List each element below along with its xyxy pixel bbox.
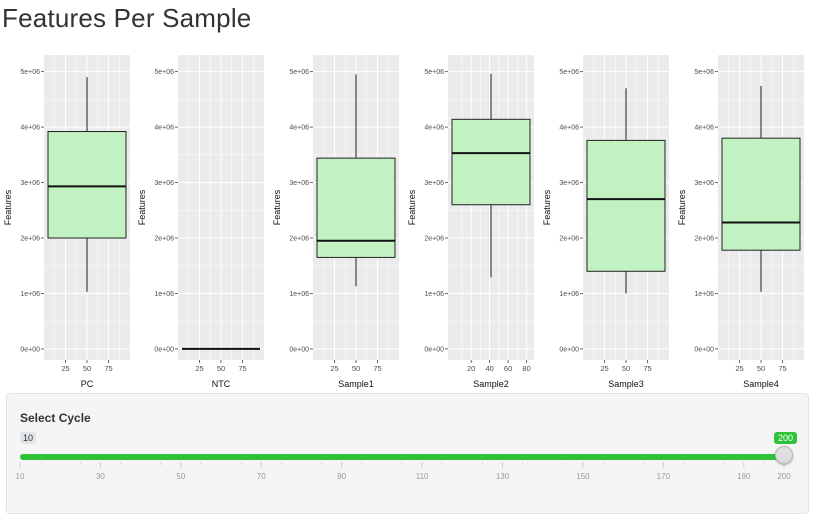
x-axis-title: PC	[81, 379, 94, 389]
x-axis-title: Sample4	[743, 379, 779, 389]
y-tick-label: 3e+06	[289, 180, 309, 187]
y-tick-label: 3e+06	[559, 180, 579, 187]
box-iqr	[451, 118, 531, 206]
x-tick-label: 50	[83, 364, 91, 373]
y-tick-label: 4e+06	[154, 125, 174, 132]
slider-grid-label: 150	[576, 472, 590, 481]
box-iqr	[47, 131, 127, 239]
boxplot-sample4: 0e+00 1e+06 2e+06 3e+06 4e+06 5e+06 25 50 75 Samp…	[677, 55, 804, 389]
y-tick-label: 3e+06	[154, 180, 174, 187]
slider-label: Select Cycle	[20, 411, 91, 425]
boxplot-sample1: 0e+00 1e+06 2e+06 3e+06 4e+06 5e+06 25 50 75 Samp…	[272, 55, 399, 389]
x-tick-label: 75	[238, 364, 246, 373]
y-tick-label: 0e+00	[424, 346, 444, 353]
y-tick-label: 5e+06	[20, 69, 40, 76]
x-tick-label: 75	[373, 364, 381, 373]
boxplot-sample2: 0e+00 1e+06 2e+06 3e+06 4e+06 5e+06 20 40 60 80 Sa…	[407, 55, 534, 389]
y-tick-label: 1e+06	[154, 291, 174, 298]
x-tick-label: 25	[330, 364, 338, 373]
y-tick-label: 1e+06	[694, 291, 714, 298]
x-tick-label: 75	[104, 364, 112, 373]
slider-grid-label: 200	[777, 472, 791, 481]
y-axis-title: Features	[542, 189, 552, 225]
box-iqr	[316, 157, 396, 258]
y-tick-label: 5e+06	[694, 69, 714, 76]
y-tick-label: 4e+06	[289, 125, 309, 132]
slider-min-badge: 10	[20, 432, 37, 444]
y-tick-label: 0e+00	[559, 346, 579, 353]
slider-grid-label: 170	[656, 472, 671, 481]
x-tick-label: 20	[467, 364, 475, 373]
y-tick-label: 1e+06	[559, 291, 579, 298]
x-tick-label: 80	[522, 364, 530, 373]
y-tick-label: 5e+06	[424, 69, 444, 76]
slider-grid-label: 110	[415, 472, 429, 481]
y-tick-label: 1e+06	[424, 291, 444, 298]
slider-tick-marks	[19, 462, 785, 468]
x-axis-title: Sample1	[338, 379, 374, 389]
x-tick-label: 50	[352, 364, 360, 373]
x-tick-label: 50	[757, 364, 765, 373]
y-tick-label: 2e+06	[424, 236, 444, 243]
x-tick-label: 60	[504, 364, 512, 373]
y-axis-title: Features	[137, 189, 147, 225]
x-axis-title: NTC	[212, 379, 231, 389]
y-tick-label: 1e+06	[289, 291, 309, 298]
slider-grid-label: 50	[176, 472, 186, 481]
slider-grid-label: 10	[15, 472, 25, 481]
y-tick-label: 5e+06	[154, 69, 174, 76]
x-tick-label: 40	[485, 364, 493, 373]
y-tick-label: 2e+06	[154, 236, 174, 243]
y-tick-label: 0e+00	[154, 346, 174, 353]
y-axis-title: Features	[407, 189, 417, 225]
y-tick-label: 2e+06	[20, 236, 40, 243]
x-axis-title: Sample2	[473, 379, 509, 389]
y-tick-label: 4e+06	[20, 125, 40, 132]
y-tick-label: 4e+06	[559, 125, 579, 132]
slider-grid-label: 70	[256, 472, 266, 481]
y-tick-label: 3e+06	[694, 180, 714, 187]
slider-grid-label: 90	[337, 472, 347, 481]
y-tick-label: 2e+06	[559, 236, 579, 243]
x-axis-title: Sample3	[608, 379, 644, 389]
y-tick-label: 5e+06	[559, 69, 579, 76]
y-tick-label: 0e+00	[289, 346, 309, 353]
y-tick-label: 5e+06	[289, 69, 309, 76]
slider-fill	[20, 454, 784, 460]
y-axis-title: Features	[272, 189, 282, 225]
y-tick-label: 3e+06	[20, 180, 40, 187]
y-tick-label: 2e+06	[289, 236, 309, 243]
slider-value-badge: 200	[774, 432, 798, 444]
x-tick-label: 50	[217, 364, 225, 373]
boxplot-ntc: 0e+00 1e+06 2e+06 3e+06 4e+06 5e+06 25 50 75 NTC F…	[137, 55, 264, 389]
x-tick-label: 75	[778, 364, 786, 373]
y-tick-label: 0e+00	[20, 346, 40, 353]
y-tick-label: 4e+06	[424, 125, 444, 132]
y-tick-label: 4e+06	[694, 125, 714, 132]
slider-grid-label: 190	[737, 472, 751, 481]
y-axis-title: Features	[677, 189, 687, 225]
box-iqr	[586, 139, 666, 272]
boxplot-pc: 0e+00 1e+06 2e+06 3e+06 4e+06 5e+06 25 50 75 PC Fe…	[3, 55, 130, 389]
x-tick-label: 25	[600, 364, 608, 373]
y-tick-label: 2e+06	[694, 236, 714, 243]
x-tick-label: 25	[61, 364, 69, 373]
slider-grid-label: 130	[495, 472, 510, 481]
x-tick-label: 50	[622, 364, 630, 373]
cycle-slider-panel: Select Cycle 10 200 10 30 50 70 90 110 130 150 1…	[6, 393, 809, 514]
y-tick-label: 0e+00	[694, 346, 714, 353]
y-tick-label: 3e+06	[424, 180, 444, 187]
boxplot-sample3: 0e+00 1e+06 2e+06 3e+06 4e+06 5e+06 25 50 75 Samp…	[542, 55, 669, 389]
y-axis-title: Features	[3, 189, 13, 225]
page-title: Features Per Sample	[2, 3, 252, 33]
x-tick-label: 75	[643, 364, 651, 373]
x-tick-label: 25	[735, 364, 743, 373]
boxplot-panels: 0e+00 1e+06 2e+06 3e+06 4e+06 5e+06 25 50 75 PC Fe…	[3, 55, 804, 389]
slider-handle[interactable]	[775, 446, 793, 464]
x-tick-label: 25	[195, 364, 203, 373]
box-iqr	[721, 137, 801, 251]
y-tick-label: 1e+06	[20, 291, 40, 298]
slider-grid-label: 30	[95, 472, 105, 481]
